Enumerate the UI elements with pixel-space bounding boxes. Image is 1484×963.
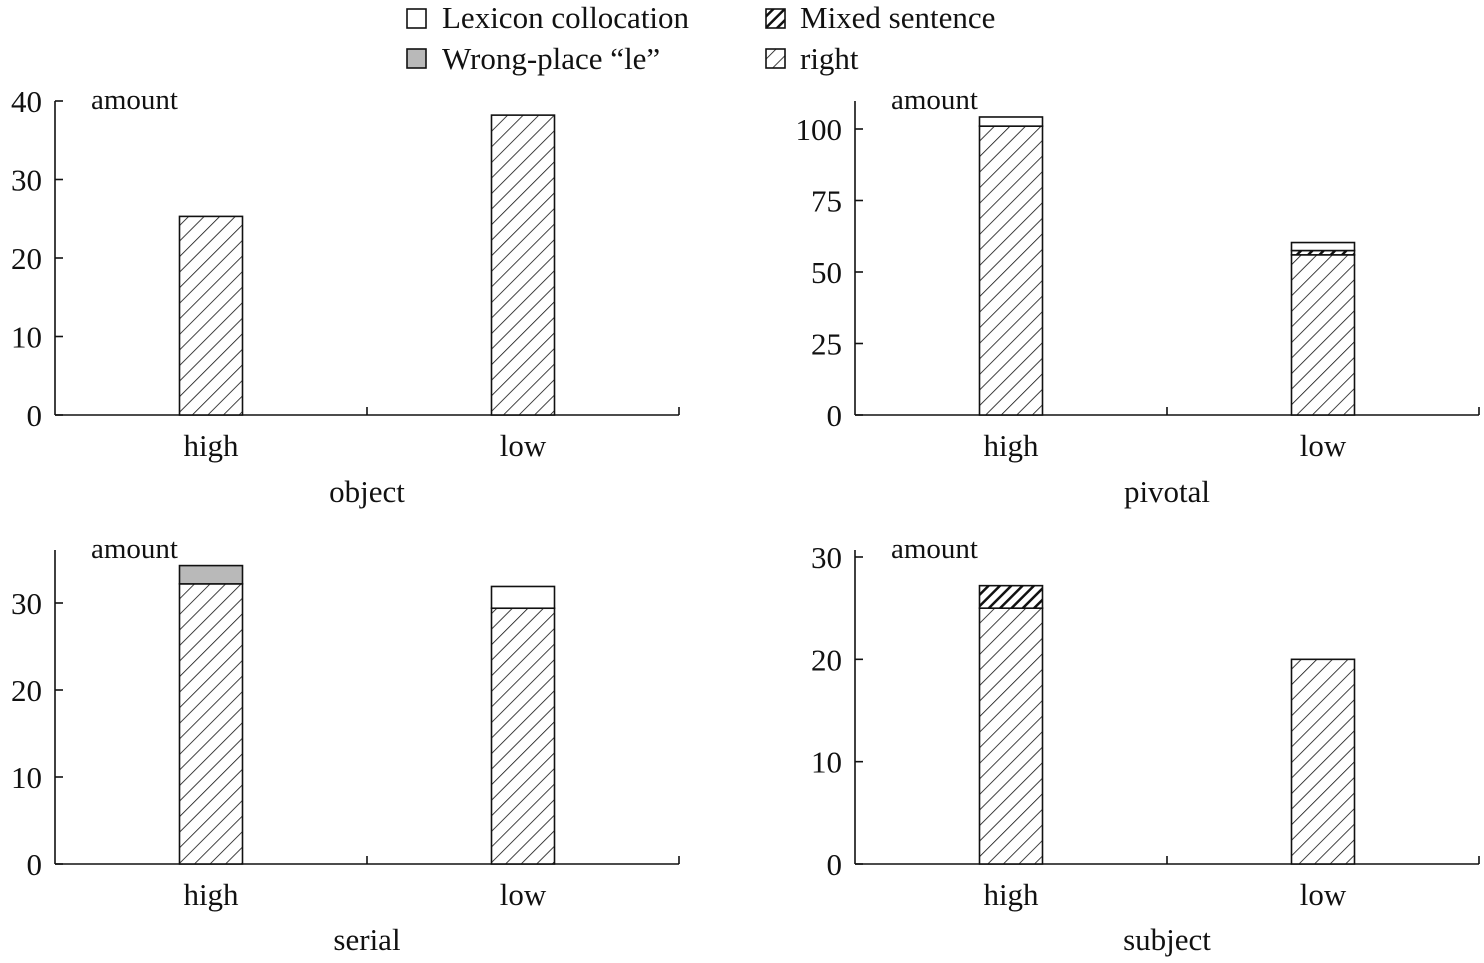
y-tick-label: 75: [811, 184, 842, 219]
legend-item-mixed: Mixed sentence: [765, 0, 995, 35]
x-tick-label: high: [983, 877, 1039, 912]
y-axis-label: amount: [91, 533, 178, 565]
legend-item-wrong: Wrong-place “le”: [406, 41, 660, 76]
bar-right-low: [1290, 254, 1356, 416]
legend-label-wrong: Wrong-place “le”: [442, 41, 660, 76]
bar-lexicon-collocation-high: [978, 116, 1044, 127]
bar-right-high: [178, 583, 244, 865]
panel-title: subject: [1123, 922, 1211, 957]
y-tick-label: 20: [11, 241, 42, 276]
panel-serial: 0 10 20 30 amount high low serial: [11, 533, 680, 957]
panel-subject: 0 10 20 30 amount high low subject: [811, 533, 1480, 957]
x-tick-label: low: [500, 428, 547, 463]
bar-right-high: [178, 215, 244, 416]
legend-swatch-right: [765, 48, 786, 69]
x-tick-label: low: [1300, 428, 1347, 463]
x-tick-label: low: [500, 877, 547, 912]
bar-right-low: [1290, 658, 1356, 865]
legend-swatch-mixed: [765, 8, 786, 29]
y-tick-label: 30: [11, 163, 42, 198]
y-axis-label: amount: [91, 84, 178, 116]
legend-item-lexicon: Lexicon collocation: [406, 0, 690, 35]
y-tick-label: 0: [27, 398, 43, 433]
x-tick-label: high: [183, 877, 239, 912]
y-axis-label: amount: [891, 533, 978, 565]
legend-swatch-wrong: [406, 48, 427, 69]
bar-lexicon-collocation-low: [1290, 241, 1356, 252]
panel-title: object: [329, 474, 405, 509]
panel-object: 0 10 20 30 40 amount high low object: [11, 84, 680, 509]
x-tick-label: high: [183, 428, 239, 463]
legend: Lexicon collocation Mixed sentence Wrong…: [406, 0, 995, 76]
legend-label-lexicon: Lexicon collocation: [442, 0, 690, 35]
bar-right-low: [490, 607, 556, 865]
panel-title: pivotal: [1124, 474, 1210, 509]
y-tick-label: 50: [811, 255, 842, 290]
y-tick-label: 40: [11, 84, 42, 119]
bar-lexicon-collocation-low: [490, 585, 556, 610]
bar-right-high: [978, 125, 1044, 416]
x-tick-label: low: [1300, 877, 1347, 912]
y-tick-label: 10: [11, 760, 42, 795]
legend-label-mixed: Mixed sentence: [800, 0, 995, 35]
bar-wrong-place-le-high: [178, 564, 244, 585]
y-axis-label: amount: [891, 84, 978, 116]
y-tick-label: 30: [11, 586, 42, 621]
y-tick-label: 0: [827, 847, 843, 882]
y-tick-label: 0: [27, 847, 43, 882]
y-tick-label: 100: [796, 112, 843, 147]
y-tick-label: 0: [827, 398, 843, 433]
y-tick-label: 20: [11, 673, 42, 708]
panel-title: serial: [333, 922, 400, 957]
bar-right-low: [490, 114, 556, 416]
legend-swatch-lexicon: [406, 8, 427, 29]
bar-mixed-sentence-high: [978, 584, 1044, 609]
bar-right-high: [978, 607, 1044, 865]
y-tick-label: 20: [811, 642, 842, 677]
y-tick-label: 30: [811, 540, 842, 575]
y-tick-label: 10: [11, 320, 42, 355]
x-tick-label: high: [983, 428, 1039, 463]
panel-pivotal: 0 25 50 75 100 amount high low pivotal: [796, 84, 1480, 509]
y-tick-label: 10: [811, 745, 842, 780]
y-tick-label: 25: [811, 327, 842, 362]
legend-item-right: right: [765, 41, 859, 76]
legend-label-right: right: [800, 41, 859, 76]
